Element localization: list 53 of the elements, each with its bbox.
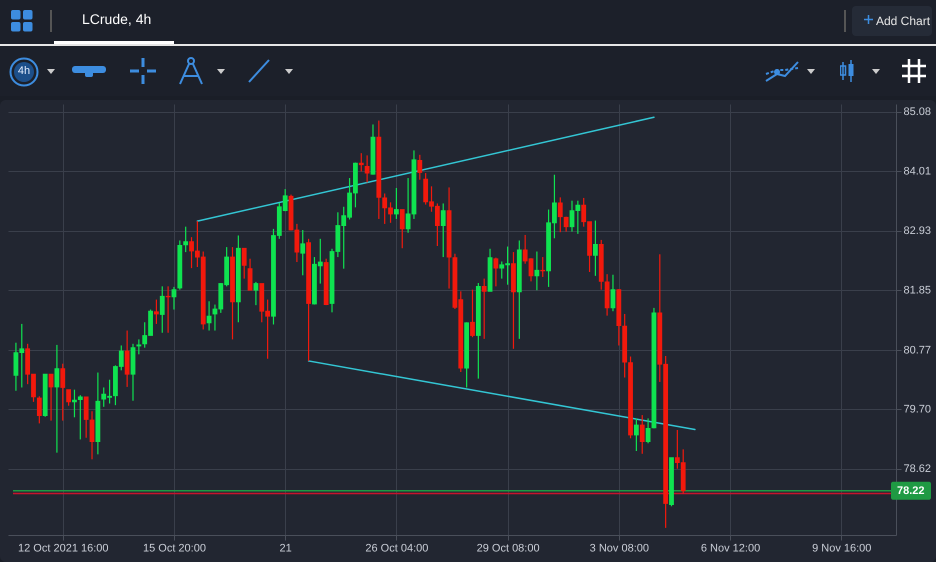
text: Add Chart [876, 14, 930, 28]
candlestick [36, 396, 42, 424]
y-tick-label: 79.70 [904, 404, 932, 416]
candlestick [300, 229, 306, 276]
candlestick [564, 216, 569, 232]
x-tick-label: 15 Oct 20:00 [142, 542, 206, 554]
candlestick [400, 208, 405, 249]
candlestick [417, 154, 422, 180]
candlestick [494, 257, 498, 287]
candlestick [248, 258, 252, 291]
candlestick [634, 418, 639, 452]
candlestick [254, 281, 258, 306]
y-tick-label: 84.01 [904, 165, 932, 178]
candlestick [66, 389, 72, 406]
y-tick-label: 81.85 [904, 284, 932, 297]
candlestick [610, 274, 616, 312]
candlestick [482, 278, 487, 340]
candlestick [358, 152, 364, 172]
candlestick [394, 187, 399, 220]
candlestick [78, 394, 83, 440]
x-tick-label: 26 Oct 04:00 [365, 542, 428, 554]
x-tick-label: 9 Nov 16:00 [812, 542, 872, 554]
candlestick [172, 286, 176, 310]
candlestick [558, 196, 563, 233]
candlestick [646, 418, 650, 444]
candlestick [60, 363, 66, 422]
candlestick [534, 250, 540, 291]
candlestick [593, 220, 598, 276]
x-tick-label: 6 Nov 12:00 [700, 542, 760, 554]
x-tick-label: 12 Oct 2021 16:00 [18, 542, 109, 554]
candlestick [160, 286, 165, 334]
candlestick [206, 300, 212, 332]
candlestick [470, 289, 475, 338]
y-tick-label: 85.08 [904, 106, 932, 118]
candlestick [440, 202, 446, 258]
y-tick-label: 82.93 [904, 225, 932, 238]
x-tick-label: 29 Oct 08:00 [476, 542, 540, 554]
ref-line-label: 78.22 [897, 484, 925, 497]
candlestick [48, 374, 54, 422]
candlestick [54, 344, 60, 454]
text: 4h [16, 65, 32, 77]
candlestick [124, 330, 130, 388]
chart-title: LCrude, 4h [82, 11, 152, 27]
x-tick-label: 3 Nov 08:00 [590, 542, 649, 554]
x-tick-label: 21 [280, 542, 292, 554]
y-tick-label: 80.77 [904, 344, 932, 356]
candlestick [540, 256, 546, 278]
candlestick [136, 338, 142, 355]
candlestick [364, 154, 370, 184]
candlestick [154, 299, 159, 325]
candlestick [640, 414, 645, 454]
candlestick [242, 248, 247, 280]
y-tick-label: 78.62 [904, 463, 932, 476]
